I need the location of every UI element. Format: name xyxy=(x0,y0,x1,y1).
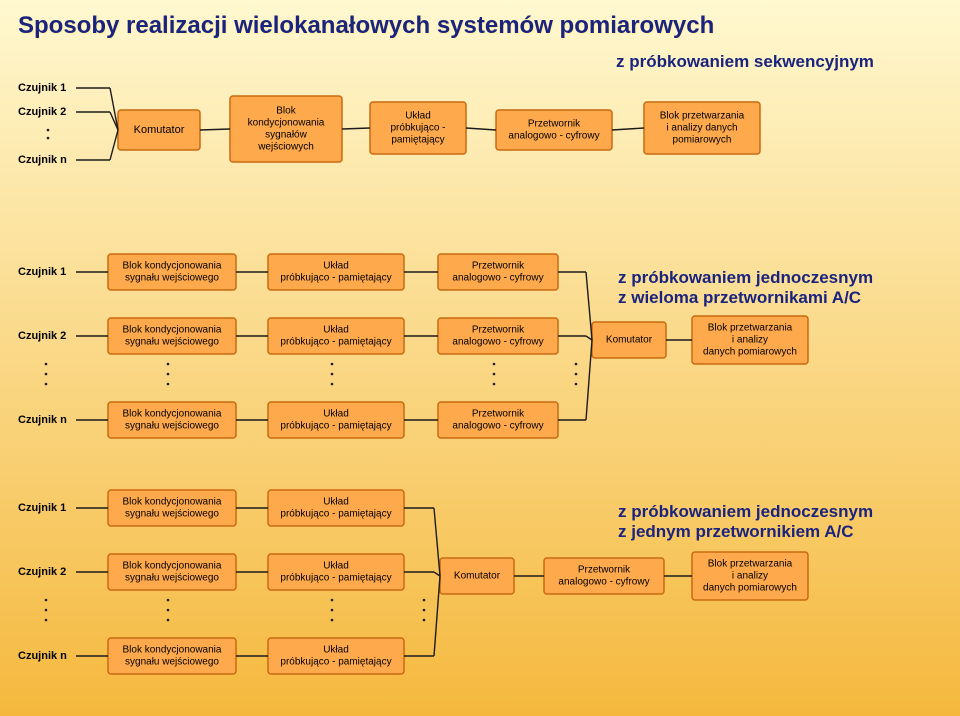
svg-text:próbkująco - pamiętający: próbkująco - pamiętający xyxy=(280,573,391,584)
svg-text:Komutator: Komutator xyxy=(606,335,653,346)
svg-text:Przetwornik: Przetwornik xyxy=(528,119,581,130)
svg-text:kondycjonowania: kondycjonowania xyxy=(248,118,325,129)
svg-text:analogowo - cyfrowy: analogowo - cyfrowy xyxy=(452,273,543,284)
svg-text:i analizy: i analizy xyxy=(732,571,768,582)
svg-text:pamiętający: pamiętający xyxy=(391,135,444,146)
subtitle-2b: z wieloma przetwornikami A/C xyxy=(618,288,861,308)
subtitle-2a: z próbkowaniem jednoczesnym xyxy=(618,268,873,288)
svg-text:Komutator: Komutator xyxy=(454,571,501,582)
svg-text:Czujnik 2: Czujnik 2 xyxy=(18,330,66,342)
svg-text:Blok kondycjonowania: Blok kondycjonowania xyxy=(123,497,222,508)
svg-text:próbkująco - pamiętający: próbkująco - pamiętający xyxy=(280,273,391,284)
svg-text:próbkująco - pamiętający: próbkująco - pamiętający xyxy=(280,337,391,348)
svg-text:próbkująco - pamiętający: próbkująco - pamiętający xyxy=(280,657,391,668)
subtitle-3b: z jednym przetwornikiem A/C xyxy=(618,522,854,542)
svg-text:analogowo - cyfrowy: analogowo - cyfrowy xyxy=(452,421,543,432)
page-title: Sposoby realizacji wielokanałowych syste… xyxy=(18,12,714,40)
svg-text:wejściowych: wejściowych xyxy=(257,142,314,153)
diagram-svg: Czujnik 1 Czujnik 2 Czujnik n Komutator Blok… xyxy=(0,0,960,716)
svg-text:Czujnik 2: Czujnik 2 xyxy=(18,106,66,118)
svg-text:Komutator: Komutator xyxy=(134,124,185,136)
svg-text:Czujnik n: Czujnik n xyxy=(18,414,67,426)
svg-text:i analizy: i analizy xyxy=(732,335,768,346)
svg-text:Układ: Układ xyxy=(323,561,349,572)
svg-text:Czujnik 1: Czujnik 1 xyxy=(18,82,66,94)
svg-text:analogowo - cyfrowy: analogowo - cyfrowy xyxy=(508,131,599,142)
svg-text:analogowo - cyfrowy: analogowo - cyfrowy xyxy=(558,577,649,588)
subtitle-1: z próbkowaniem sekwencyjnym xyxy=(616,52,874,72)
svg-text:Blok kondycjonowania: Blok kondycjonowania xyxy=(123,325,222,336)
svg-text:sygnałów: sygnałów xyxy=(265,130,307,141)
svg-text:Przetwornik: Przetwornik xyxy=(472,261,525,272)
svg-text:sygnału wejściowego: sygnału wejściowego xyxy=(125,273,219,284)
svg-text:Blok kondycjonowania: Blok kondycjonowania xyxy=(123,561,222,572)
svg-text:Czujnik 1: Czujnik 1 xyxy=(18,266,66,278)
svg-text:Układ: Układ xyxy=(405,111,431,122)
svg-text:próbkująco -: próbkująco - xyxy=(390,123,445,134)
svg-text:Czujnik n: Czujnik n xyxy=(18,154,67,166)
svg-text:sygnału wejściowego: sygnału wejściowego xyxy=(125,337,219,348)
svg-text:danych pomiarowych: danych pomiarowych xyxy=(703,347,797,358)
svg-text:Blok kondycjonowania: Blok kondycjonowania xyxy=(123,645,222,656)
svg-text:sygnału wejściowego: sygnału wejściowego xyxy=(125,573,219,584)
svg-text:Blok przetwarzania: Blok przetwarzania xyxy=(708,559,793,570)
svg-text:Układ: Układ xyxy=(323,261,349,272)
svg-text:Układ: Układ xyxy=(323,497,349,508)
subtitle-3a: z próbkowaniem jednoczesnym xyxy=(618,502,873,522)
svg-text:i analizy danych: i analizy danych xyxy=(666,123,737,134)
svg-text:danych pomiarowych: danych pomiarowych xyxy=(703,583,797,594)
svg-text:Czujnik 1: Czujnik 1 xyxy=(18,502,66,514)
svg-text:sygnału wejściowego: sygnału wejściowego xyxy=(125,657,219,668)
svg-text:Blok przetwarzania: Blok przetwarzania xyxy=(708,323,793,334)
svg-text:Blok przetwarzania: Blok przetwarzania xyxy=(660,111,745,122)
svg-text:analogowo - cyfrowy: analogowo - cyfrowy xyxy=(452,337,543,348)
svg-text:sygnału wejściowego: sygnału wejściowego xyxy=(125,509,219,520)
svg-text:Przetwornik: Przetwornik xyxy=(578,565,631,576)
svg-text:sygnału wejściowego: sygnału wejściowego xyxy=(125,421,219,432)
svg-text:Układ: Układ xyxy=(323,409,349,420)
svg-text:Czujnik 2: Czujnik 2 xyxy=(18,566,66,578)
svg-text:Układ: Układ xyxy=(323,325,349,336)
svg-text:Przetwornik: Przetwornik xyxy=(472,325,525,336)
svg-text:Przetwornik: Przetwornik xyxy=(472,409,525,420)
svg-text:Blok kondycjonowania: Blok kondycjonowania xyxy=(123,261,222,272)
svg-text:pomiarowych: pomiarowych xyxy=(673,135,732,146)
svg-text:Blok kondycjonowania: Blok kondycjonowania xyxy=(123,409,222,420)
svg-text:Czujnik n: Czujnik n xyxy=(18,650,67,662)
svg-text:próbkująco - pamiętający: próbkująco - pamiętający xyxy=(280,509,391,520)
svg-text:Układ: Układ xyxy=(323,645,349,656)
svg-text:próbkująco - pamiętający: próbkująco - pamiętający xyxy=(280,421,391,432)
svg-text:Blok: Blok xyxy=(276,106,296,117)
